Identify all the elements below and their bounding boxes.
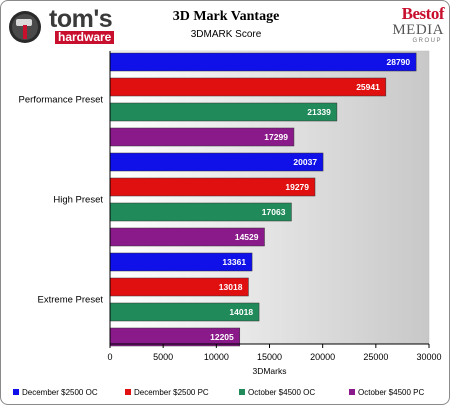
bar-value-label: 20037 [293,157,317,167]
bar-value-label: 19279 [285,182,309,192]
bar-value-label: 14018 [229,307,253,317]
chart-title: 3D Mark Vantage [172,9,280,24]
bar-value-label: 13018 [219,282,243,292]
bar-value-label: 13361 [222,257,246,267]
bar-value-label: 21339 [307,107,331,117]
x-tick-label: 10000 [204,352,229,362]
category-label: Performance Preset [19,95,104,106]
legend-label: December $2500 PC [134,388,209,397]
legend-item: December $2500 OC [13,388,98,397]
bar-value-label: 17299 [264,132,288,142]
legend-swatch [239,389,245,395]
legend-label: December $2500 OC [22,388,98,397]
bar [109,77,387,97]
legend-swatch [13,389,19,395]
legend-label: October $4500 OC [248,388,316,397]
bar-value-label: 12205 [210,332,234,342]
legend-swatch [125,389,131,395]
legend-item: October $4500 PC [349,388,424,397]
bar-value-label: 17063 [262,207,286,217]
legend-item: October $4500 OC [239,388,315,397]
badge-text-media: MEDIA [392,22,444,38]
chart-subtitle: 3DMARK Score [190,29,262,40]
category-label: High Preset [53,195,103,206]
bar [109,177,316,197]
badge-text-group: GROUP [412,38,442,44]
bar [109,52,417,72]
category-label: Extreme Preset [38,295,104,306]
hammer-icon [9,11,41,43]
best-of-media-badge: Bestof MEDIA GROUP [392,4,448,49]
legend-swatch [349,389,355,395]
x-tick-label: 20000 [310,352,335,362]
x-tick-label: 0 [107,352,112,362]
x-tick-label: 5000 [153,352,173,362]
bar-value-label: 28790 [386,57,410,67]
x-axis-label: 3DMarks [252,366,286,376]
bar [109,102,338,122]
x-tick-label: 25000 [363,352,388,362]
logo-text-toms: tom's [49,5,113,33]
x-tick-label: 15000 [257,352,282,362]
bar [109,152,324,172]
bar-value-label: 14529 [235,232,259,242]
logo-text-hardware: hardware [55,31,115,44]
x-tick-label: 30000 [416,352,441,362]
badge-text-bestof: Bestof [401,4,445,23]
legend-label: October $4500 PC [358,388,425,397]
bar-value-label: 25941 [356,82,380,92]
toms-hardware-logo: tom's hardware [7,5,117,47]
legend-item: December $2500 PC [125,388,209,397]
